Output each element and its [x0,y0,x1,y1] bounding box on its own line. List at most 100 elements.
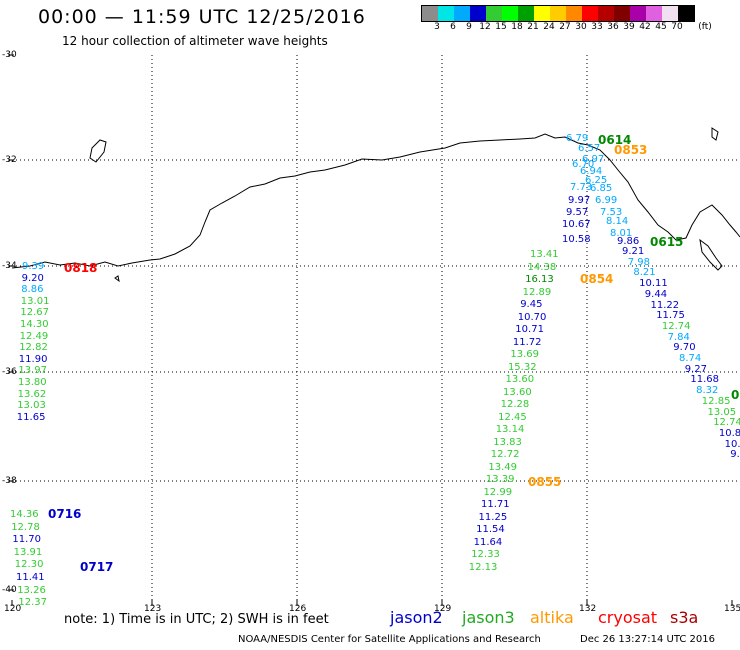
pass-time-label: 0818 [64,261,98,275]
swh-value: 6.85 [590,183,613,194]
swh-value: 14.30 [20,319,49,330]
swh-value: 9.97 [568,195,591,206]
swh-value: 12.85 [701,395,731,407]
colorbar-label: 12 [479,22,491,32]
colorbar-label: 36 [607,22,619,32]
swh-value: 9.21 [622,246,645,257]
longitude-label: 126 [289,604,307,614]
colorbar-swatch [566,6,582,21]
swh-value: 16.13 [525,274,554,285]
pass-time-label: 0614 [598,133,632,147]
swh-value: 13.97 [18,365,48,377]
swh-value: 10.58 [562,234,591,245]
credit-line: NOAA/NESDIS Center for Satellite Applica… [238,634,541,645]
swh-value: 12.72 [490,449,520,460]
colorbar-swatch [550,6,566,21]
swh-value: 10.89 [718,427,740,439]
swh-value: 13.60 [503,386,532,398]
colorbar-swatch [598,6,614,21]
swh-value: 11.25 [478,511,508,523]
latitude-label: -30 [2,50,17,60]
swh-value: 8.74 [679,353,702,364]
swh-value: 6.94 [580,166,603,177]
swh-value: 9.39 [22,261,45,272]
colorbar-label: 42 [639,22,651,32]
swh-value: 13.83 [493,436,522,448]
colorbar-label: 9 [466,22,472,32]
swh-value: 12.30 [14,559,44,571]
coastline [11,127,740,283]
swh-value: 6.97 [582,154,605,165]
swh-value: 13.91 [13,546,43,558]
colorbar-swatch [438,6,454,21]
swh-value: 8.14 [606,216,629,227]
frame-ticks [8,54,733,606]
swh-value: 11.75 [656,310,685,322]
colorbar-swatch [470,6,486,21]
colorbar-swatch [582,6,598,21]
colorbar-swatch [534,6,550,21]
latitude-label: -40 [2,585,17,595]
colorbar-swatch [502,6,518,21]
pass-time-label: 0853 [614,143,648,157]
swh-value: 13.03 [17,400,46,412]
swh-value: 12.74 [661,320,691,332]
pass-time-label: 0 [731,388,740,402]
swh-value: 6.25 [585,175,608,186]
swh-value: 7.84 [667,331,690,343]
swh-value: 12.74 [713,417,740,429]
colorbar-label: (ft) [698,22,712,32]
pass-time-label: 0854 [580,272,614,286]
swh-value: 13.26 [17,584,46,596]
swh-value: 11.41 [16,572,45,583]
latitude-label: -34 [2,261,17,271]
swh-value: 12.28 [500,399,530,410]
swh-value: 12.49 [19,330,49,342]
colorbar-label: 6 [450,22,456,32]
latitude-label: -38 [2,476,17,486]
swh-value: 11.65 [16,411,46,423]
swh-value: 12.37 [18,597,48,609]
longitude-label: 129 [434,604,452,614]
chart-subtitle: 12 hour collection of altimeter wave hei… [62,34,328,48]
colorbar-label: 70 [671,22,683,32]
colorbar-label: 24 [543,22,555,32]
swh-value: 12.99 [483,486,513,498]
colorbar-swatch [646,6,662,21]
swh-value: 8.86 [21,284,44,296]
colorbar-label: 45 [655,22,667,32]
swh-value: 11.72 [512,336,542,348]
legend-altika: altika [530,608,574,627]
colorbar-swatch [454,6,470,21]
swh-value: 12.67 [20,307,50,319]
swh-value: 12.82 [19,342,48,354]
swh-value: 12.33 [471,549,500,560]
generated-timestamp: Dec 26 13:27:14 UTC 2016 [580,634,715,645]
colorbar-label: 33 [591,22,603,32]
swh-value: 6.99 [595,195,618,206]
colorbar-swatch [662,6,678,21]
swh-value: 7.98 [627,256,650,268]
colorbar-label: 18 [511,22,523,32]
pass-time-label: 0717 [80,560,114,574]
pass-time-label: 0615 [650,235,684,249]
swh-value: 12.13 [468,561,498,573]
swh-value: 12.89 [522,286,552,298]
pass-time-label: 0716 [48,507,82,521]
swh-value: 14.36 [10,509,39,520]
swh-value: 12.78 [11,521,40,533]
swh-value: 11.54 [476,524,505,535]
longitude-label: 123 [144,604,162,614]
colorbar-label: 27 [559,22,571,32]
swh-value: 7.73 [570,182,593,193]
swh-value: 6.79 [566,133,589,144]
colorbar-label: 21 [527,22,539,32]
swh-value: 12.45 [498,411,527,423]
swh-value: 10.67 [562,219,591,230]
swh-value: 10.71 [515,324,544,335]
legend-cryosat: cryosat [598,608,658,627]
legend-s3a: s3a [670,608,699,627]
swh-value: 9.70 [673,342,696,354]
swh-value: 13.14 [495,424,525,435]
swh-value: 13.49 [488,461,517,473]
